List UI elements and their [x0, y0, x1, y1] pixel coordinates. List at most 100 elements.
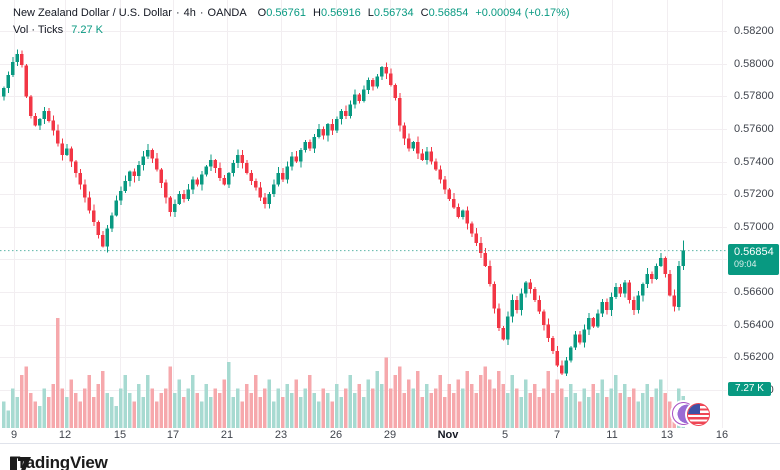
- volume-bar: [591, 384, 595, 428]
- us-flag-event-icon[interactable]: [687, 403, 710, 426]
- volume-bar: [659, 379, 663, 428]
- candle-body: [524, 282, 528, 294]
- volume-bar: [294, 379, 298, 428]
- change-value: +0.00094 (+0.17%): [475, 7, 570, 19]
- candle-body: [416, 142, 420, 154]
- candle-body: [29, 96, 33, 116]
- candle-body: [83, 184, 87, 198]
- candle-body: [272, 184, 276, 195]
- volume-bar: [537, 397, 541, 428]
- candle-body: [663, 257, 667, 275]
- volume-bar: [209, 397, 213, 428]
- candle-body: [69, 148, 73, 162]
- candle-body: [276, 173, 280, 185]
- volume-bar: [87, 375, 91, 428]
- volume-bar: [168, 366, 172, 428]
- candle-body: [497, 308, 501, 328]
- candle-body: [614, 287, 618, 297]
- candle-body: [681, 250, 685, 266]
- tradingview-logo[interactable]: TradingView: [10, 453, 108, 470]
- volume-bar: [38, 406, 42, 428]
- volume-bar: [425, 384, 429, 428]
- volume-bar: [263, 388, 267, 428]
- volume-bar: [488, 379, 492, 428]
- candles-layer: [2, 49, 685, 377]
- candle-body: [155, 158, 159, 170]
- candle-body: [195, 179, 199, 185]
- candle-body: [335, 119, 339, 131]
- volume-bar: [407, 379, 411, 428]
- volume-bar: [204, 384, 208, 428]
- volume-bar: [146, 375, 150, 428]
- candle-body: [141, 156, 145, 165]
- volume-bar: [479, 375, 483, 428]
- candle-body: [2, 88, 6, 97]
- volume-bar: [560, 388, 564, 428]
- volume-bar: [551, 392, 555, 428]
- volume-bar: [506, 392, 510, 428]
- candle-body: [411, 142, 415, 149]
- candle-body: [132, 171, 136, 177]
- candle-body: [299, 150, 303, 162]
- candle-body: [393, 84, 397, 98]
- candle-body: [555, 350, 559, 366]
- candle-body: [425, 151, 429, 160]
- volume-bar: [218, 392, 222, 428]
- symbol-title[interactable]: New Zealand Dollar / U.S. Dollar: [13, 7, 172, 19]
- candle-body: [371, 80, 375, 87]
- volume-bar: [623, 384, 627, 428]
- price-axis-label: 0.57000: [734, 220, 774, 233]
- candle-body: [186, 189, 190, 200]
- volume-bar: [83, 388, 87, 428]
- time-axis[interactable]: 9 12 15 17 21 23 26 29 Nov 5 7 11 13 16: [0, 429, 728, 443]
- candle-body: [101, 235, 105, 247]
- candlestick-plot[interactable]: [0, 0, 780, 444]
- candle-body: [578, 334, 582, 343]
- candle-body: [641, 283, 645, 296]
- candle-body: [204, 166, 208, 175]
- candle-body: [263, 197, 267, 204]
- volume-bar: [128, 392, 132, 428]
- open-value: 0.56761: [266, 7, 306, 19]
- candle-body: [119, 190, 123, 201]
- time-axis-label: 26: [329, 429, 343, 441]
- interval-label[interactable]: 4h: [183, 7, 196, 19]
- volume-bar: [299, 397, 303, 428]
- volume-bar: [276, 388, 280, 428]
- volume-bar: [524, 379, 528, 428]
- candle-body: [492, 283, 496, 309]
- candle-body: [254, 181, 258, 188]
- volume-bar: [69, 379, 73, 428]
- candle-body: [479, 243, 483, 253]
- volume-bar: [141, 397, 145, 428]
- candle-body: [92, 210, 96, 222]
- candle-body: [78, 173, 82, 185]
- candle-body: [537, 300, 541, 312]
- candle-body: [447, 189, 451, 200]
- candle-body: [285, 166, 289, 180]
- candle-body: [623, 282, 627, 294]
- volume-bar: [510, 375, 514, 428]
- volume-bar: [618, 392, 622, 428]
- volume-bar: [245, 384, 249, 428]
- candle-body: [650, 274, 654, 279]
- volume-bar: [96, 384, 100, 428]
- volume-bar: [456, 379, 460, 428]
- volume-bar: [443, 397, 447, 428]
- candle-body: [645, 274, 649, 284]
- candle-body: [321, 128, 325, 136]
- volume-bar: [105, 392, 109, 428]
- current-price-value: 0.56854: [734, 246, 774, 259]
- volume-label[interactable]: Vol · Ticks: [13, 24, 64, 36]
- volume-bar: [330, 401, 334, 428]
- volume-bar: [60, 388, 64, 428]
- price-axis[interactable]: 0.560000.562000.564000.566000.568000.570…: [727, 0, 780, 443]
- exchange-label[interactable]: OANDA: [207, 7, 247, 19]
- candle-body: [533, 288, 537, 301]
- candle-body: [474, 233, 478, 244]
- candle-body: [191, 179, 195, 190]
- candle-body: [42, 111, 46, 120]
- low-label: L: [367, 7, 374, 19]
- candle-body: [290, 156, 294, 167]
- volume-bar: [371, 388, 375, 428]
